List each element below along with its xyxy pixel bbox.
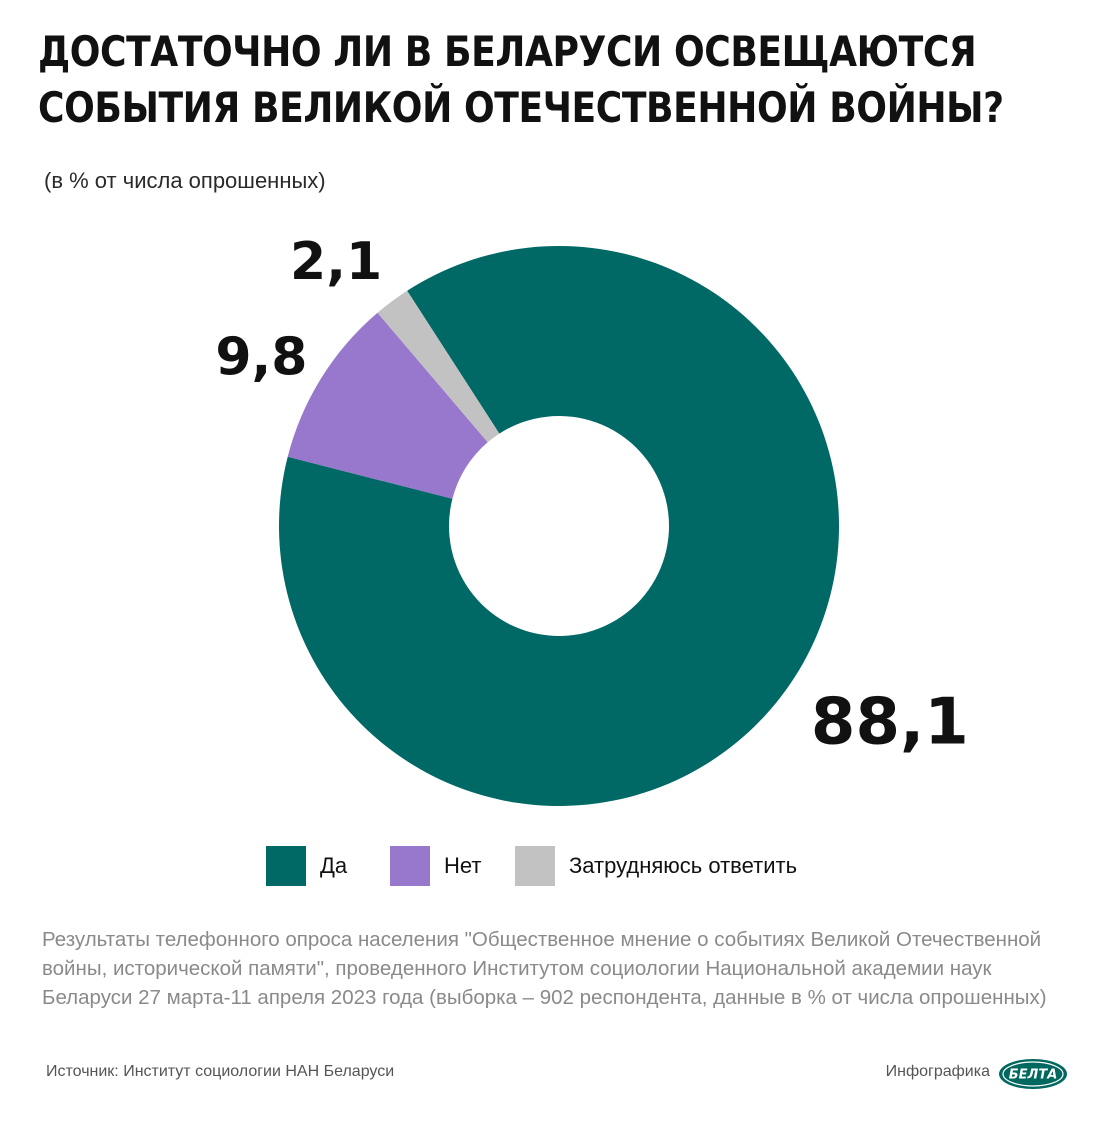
donut-value-labels: 88,1 9,8 2,1 (215, 232, 968, 760)
chart-title-line-2: СОБЫТИЯ ВЕЛИКОЙ ОТЕЧЕСТВЕННОЙ ВОЙНЫ? (38, 83, 1004, 132)
legend-swatch-no (390, 846, 430, 886)
chart-title-line-1: ДОСТАТОЧНО ЛИ В БЕЛАРУСИ ОСВЕЩАЮТСЯ (38, 27, 977, 76)
donut-slices (278, 246, 839, 806)
legend-swatch-yes (266, 846, 306, 886)
belta-logo-text: БЕЛТА (1009, 1068, 1058, 1083)
legend-label-no: Нет (444, 853, 482, 878)
legend-label-yes: Да (320, 853, 348, 878)
source-text: Источник: Институт социологии НАН Белару… (46, 1063, 395, 1080)
legend-item-yes: Да (266, 845, 347, 887)
legend-item-no: Нет (390, 845, 481, 887)
donut-slice-hard-to-say (377, 290, 500, 443)
credit-text: Инфографика (885, 1063, 990, 1080)
belta-logo-background (999, 1059, 1067, 1089)
chart-title: ДОСТАТОЧНО ЛИ В БЕЛАРУСИ ОСВЕЩАЮТСЯ СОБЫ… (38, 24, 1004, 136)
belta-logo[interactable]: БЕЛТА (998, 1058, 1068, 1090)
survey-note: Результаты телефонного опроса населения … (42, 928, 1047, 1009)
chart-subtitle: (в % от числа опрошенных) (44, 168, 326, 193)
legend-item-hard-to-say: Затрудняюсь ответить (515, 845, 797, 887)
belta-logo-ring (1002, 1061, 1064, 1087)
value-label-yes: 88,1 (811, 686, 969, 760)
value-label-no: 9,8 (215, 328, 307, 388)
donut-slice-no (287, 312, 488, 499)
legend-swatch-hard-to-say (515, 846, 555, 886)
chart-legend: Да Нет Затрудняюсь ответить (0, 845, 1100, 887)
donut-slice-yes (278, 246, 839, 806)
legend-label-hard-to-say: Затрудняюсь ответить (569, 853, 798, 878)
value-label-hard-to-say: 2,1 (290, 232, 382, 292)
